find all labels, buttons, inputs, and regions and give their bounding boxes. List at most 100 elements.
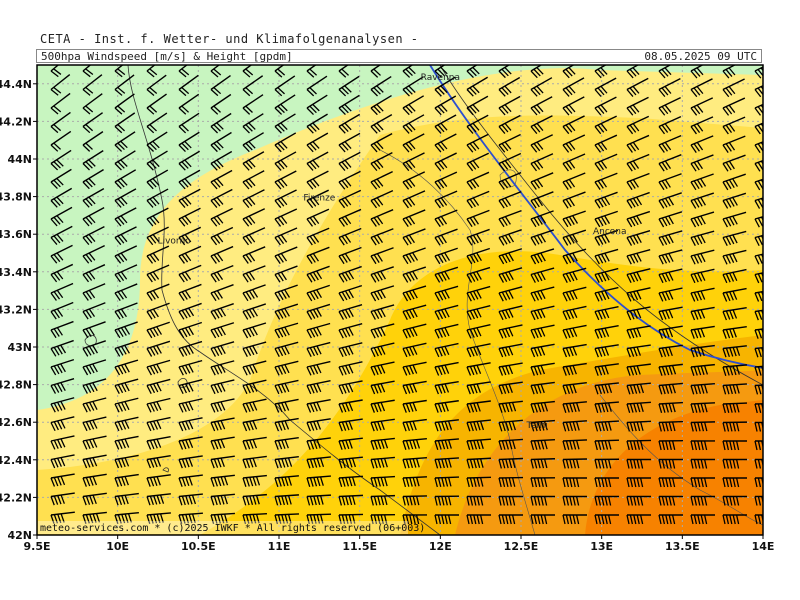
wind-barb (210, 245, 234, 264)
wind-barb (338, 227, 362, 246)
wind-barb (146, 416, 171, 432)
wind-barb (722, 383, 747, 395)
wind-barb (146, 131, 168, 152)
wind-barb (210, 398, 235, 413)
wind-barb (498, 267, 523, 283)
wind-barb (498, 248, 523, 265)
wind-barb (50, 225, 73, 245)
wind-barb (530, 134, 553, 153)
wind-barb (306, 265, 330, 283)
wind-barb (338, 513, 364, 525)
wind-barb (594, 286, 619, 302)
wind-barb (722, 495, 747, 506)
wind-barb (690, 249, 715, 265)
wind-barb (178, 264, 202, 283)
wind-barb (434, 190, 458, 209)
wind-barb (146, 283, 170, 301)
wind-barb (370, 190, 394, 209)
variable-label: 500hpa Windspeed [m/s] & Height [gpdm] (41, 50, 293, 63)
wind-barb (50, 339, 74, 357)
wind-barb (466, 171, 490, 190)
wind-barb (370, 475, 395, 488)
wind-barb (82, 340, 106, 357)
wind-barb (562, 401, 587, 413)
wind-barb (594, 191, 618, 209)
x-tick-label: 14E (752, 540, 775, 553)
wind-barb (562, 305, 587, 321)
wind-barb (498, 495, 523, 506)
wind-barb (82, 169, 104, 190)
wind-barb (690, 363, 715, 376)
wind-barb (594, 134, 618, 153)
x-tick-label: 10E (106, 540, 129, 553)
wind-barb (402, 190, 426, 209)
wind-barb (626, 382, 651, 395)
wind-barb (434, 95, 457, 116)
subtitle-bar: 500hpa Windspeed [m/s] & Height [gpdm] 0… (36, 49, 762, 63)
wind-barb (114, 321, 138, 339)
wind-barb (466, 76, 488, 97)
wind-barb (338, 113, 361, 134)
wind-barb (498, 324, 523, 339)
wind-barb (82, 188, 105, 208)
wind-barb (338, 380, 363, 395)
wind-barb (274, 436, 299, 450)
wind-barb (178, 93, 200, 115)
wind-barb (178, 321, 203, 339)
wind-barb (50, 187, 73, 208)
wind-barb (274, 151, 297, 171)
wind-barb (562, 362, 587, 376)
wind-barb (82, 112, 104, 134)
wind-barb (530, 210, 554, 228)
y-tick-label: 42.2N (0, 491, 32, 504)
wind-barb (466, 438, 491, 451)
wind-barb (498, 438, 523, 451)
wind-barb (306, 208, 330, 227)
wind-barb (338, 284, 363, 302)
wind-barb (274, 246, 298, 264)
wind-barb (562, 229, 587, 246)
wind-barb (306, 132, 329, 153)
wind-barb (338, 494, 364, 506)
y-tick-label: 42.8N (0, 379, 32, 392)
wind-barb (594, 305, 619, 321)
wind-barb (50, 206, 73, 227)
wind-barb (274, 398, 299, 413)
wind-barb (658, 77, 681, 98)
wind-barb (658, 96, 681, 116)
city-labels: Ravenna Firenze Livorno Ancona Terni (158, 73, 627, 431)
wind-barb (50, 111, 71, 134)
wind-barb (402, 476, 428, 488)
wind-barb (498, 514, 523, 525)
x-axis: 9.5E 10E 10.5E 11E 11.5E 12E 12.5E 13E 13.5E 14E (23, 535, 774, 553)
wind-barb (402, 514, 428, 525)
wind-barb (274, 265, 298, 283)
wind-barb (466, 400, 491, 413)
wind-barb (722, 116, 746, 135)
wind-barb (722, 326, 747, 339)
wind-barb (274, 75, 296, 97)
wind-barb (274, 170, 297, 190)
wind-barb (530, 65, 544, 79)
wind-barb (50, 511, 75, 524)
wind-barb (82, 131, 104, 152)
wind-barb (146, 435, 171, 450)
wind-barb (338, 418, 363, 432)
wind-barb (210, 284, 234, 302)
wind-barb (82, 207, 105, 227)
wind-barb (594, 401, 619, 413)
wind-barb (274, 65, 286, 78)
wind-barb (114, 74, 135, 96)
wind-barb (210, 303, 234, 320)
wind-barb (690, 402, 716, 414)
wind-barb (210, 512, 235, 525)
wind-barb (114, 226, 137, 246)
wind-barb (626, 134, 650, 153)
wind-barb (178, 150, 201, 171)
wind-barb (178, 455, 203, 469)
y-tick-label: 44N (7, 153, 32, 166)
wind-barb (178, 512, 203, 525)
wind-barb (146, 150, 168, 171)
wind-barb (626, 191, 650, 209)
wind-barb (530, 172, 554, 190)
